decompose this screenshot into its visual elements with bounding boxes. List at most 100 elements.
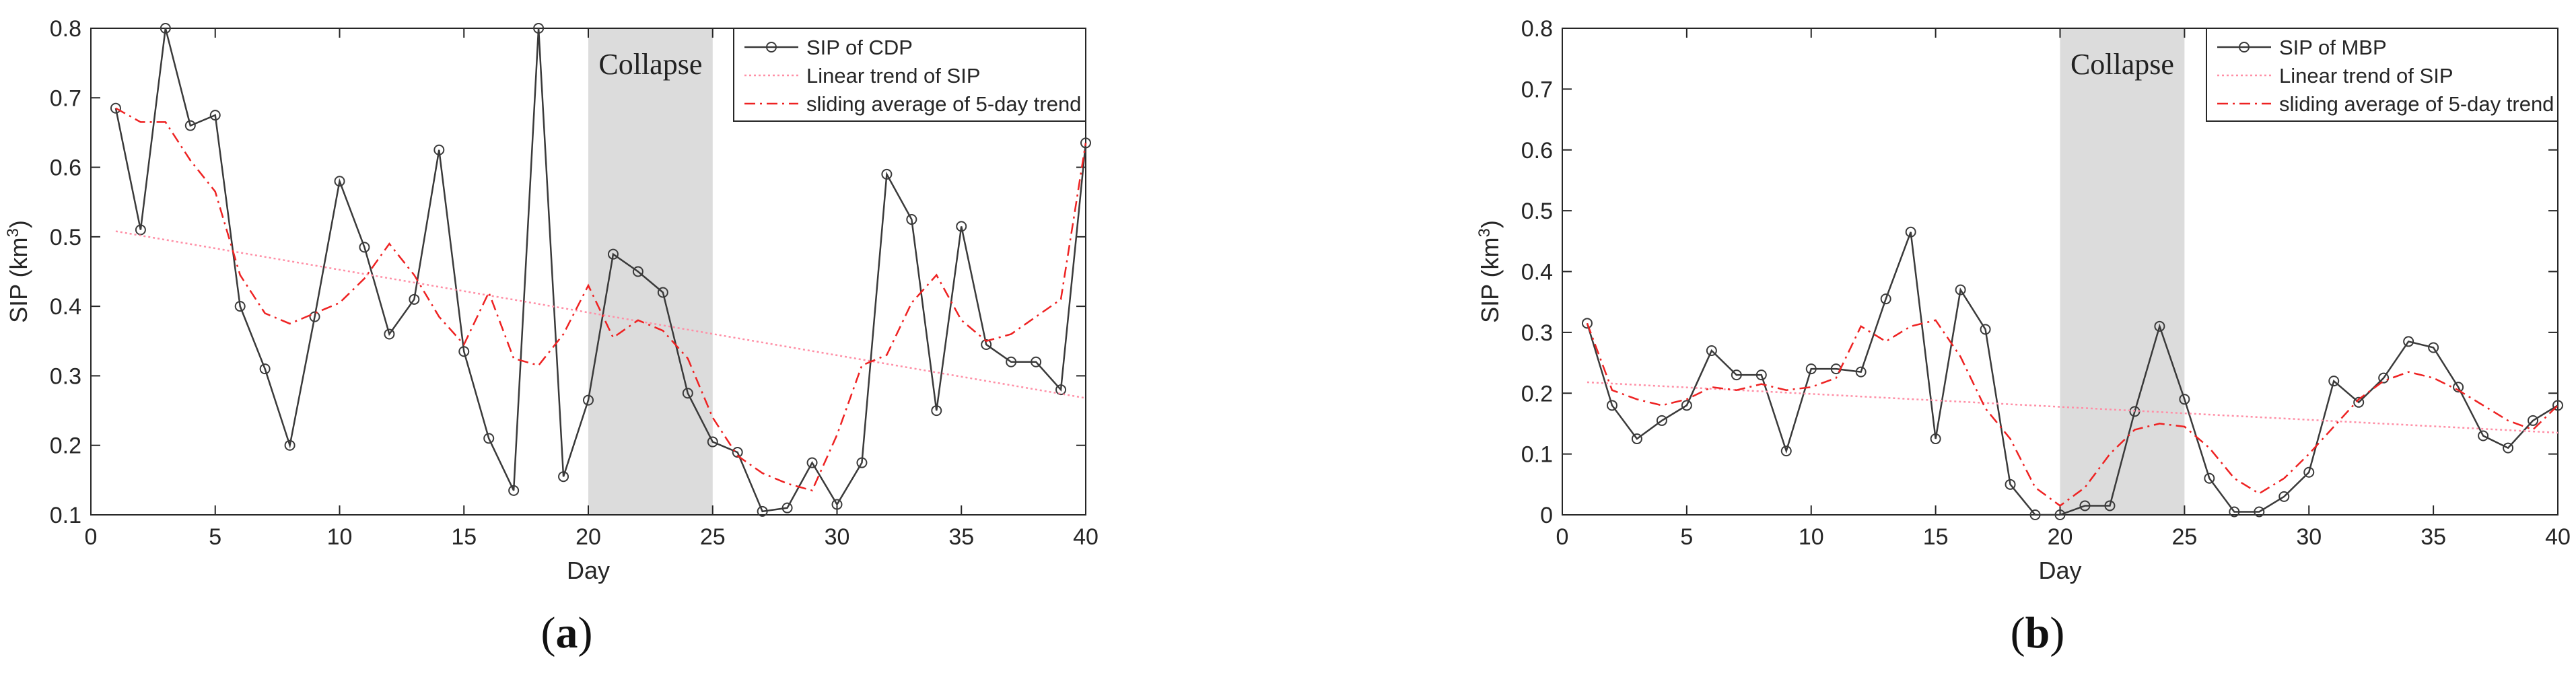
y-tick-label: 0.8 xyxy=(1521,16,1553,42)
y-axis-label-main: SIP (km xyxy=(1476,238,1504,323)
x-tick-label: 10 xyxy=(1799,524,1824,550)
legend-entry: Linear trend of SIP xyxy=(806,64,981,87)
sip-data-point xyxy=(2079,500,2091,511)
y-tick-label: 0.6 xyxy=(1521,138,1553,164)
panel-caption-letter: a xyxy=(556,608,578,658)
collapse-label: Collapse xyxy=(2070,48,2174,81)
sip-data-point xyxy=(607,248,619,260)
collapse-label: Collapse xyxy=(598,48,702,81)
sip-data-point xyxy=(1955,284,1966,295)
y-tick-label: 0.5 xyxy=(1521,199,1553,224)
y-axis-label-sup: 3 xyxy=(4,228,22,237)
x-tick-label: 5 xyxy=(209,524,221,550)
sip-data-point xyxy=(1055,384,1067,396)
sip-data-point xyxy=(259,363,271,375)
x-tick-label: 30 xyxy=(2296,524,2322,550)
sip-data-point xyxy=(2478,430,2489,441)
sip-data-point xyxy=(1581,318,1593,329)
sip-data-point xyxy=(533,23,545,34)
sip-data-point xyxy=(1905,226,1916,238)
sip-data-point xyxy=(906,214,917,225)
sip-data-point xyxy=(1080,137,1091,149)
sip-data-point xyxy=(931,405,942,417)
y-tick-label: 0.3 xyxy=(50,363,81,389)
panel-caption-open: ( xyxy=(2011,608,2025,658)
sip-data-point xyxy=(1031,356,1042,367)
sip-series-line xyxy=(114,28,1087,513)
y-tick-label: 0.4 xyxy=(50,294,81,320)
sip-data-point xyxy=(1805,363,1817,375)
sip-data-point xyxy=(1780,446,1792,457)
x-tick-label: 5 xyxy=(1680,524,1693,550)
sip-data-point xyxy=(2229,506,2240,518)
x-tick-label: 10 xyxy=(327,524,353,550)
sip-data-point xyxy=(409,293,420,305)
sip-data-point xyxy=(806,457,818,468)
y-tick-label: 0.6 xyxy=(50,155,81,181)
sip-data-point xyxy=(1855,366,1867,378)
x-tick-label: 0 xyxy=(85,524,98,550)
sip-data-point xyxy=(2528,415,2539,426)
y-tick-label: 0.2 xyxy=(1521,381,1553,406)
x-axis-label: Day xyxy=(567,557,610,584)
sip-data-point xyxy=(334,176,345,187)
sip-data-point xyxy=(831,499,843,510)
x-tick-label: 35 xyxy=(948,524,974,550)
sip-data-point xyxy=(433,144,445,155)
y-axis-label-main: SIP (km xyxy=(5,238,32,323)
sip-data-point xyxy=(309,311,320,322)
sip-data-point xyxy=(2278,491,2290,502)
panel-caption-close: ) xyxy=(2050,608,2064,658)
sip-data-point xyxy=(483,433,495,444)
sip-data-point xyxy=(2503,442,2514,454)
collapse-region xyxy=(2060,28,2185,515)
x-axis-label: Day xyxy=(2038,557,2081,584)
sip-data-point xyxy=(209,110,221,121)
sip-data-point xyxy=(2378,372,2390,384)
x-tick-label: 40 xyxy=(2545,524,2571,550)
legend-entry: SIP of MBP xyxy=(2279,36,2387,59)
y-axis-label-end: ) xyxy=(1476,220,1504,228)
sip-data-point xyxy=(234,301,246,312)
panel-caption: (a) xyxy=(541,608,593,658)
x-tick-label: 25 xyxy=(2171,524,2197,550)
sip-data-point xyxy=(110,102,121,114)
legend-entry: Linear trend of SIP xyxy=(2279,64,2453,87)
legend-entry: sliding average of 5-day trend xyxy=(806,92,1081,116)
sip-data-point xyxy=(956,221,967,232)
sip-data-point xyxy=(2005,479,2016,490)
sip-series-line xyxy=(1586,232,2558,516)
x-tick-label: 30 xyxy=(825,524,850,550)
sip-data-point xyxy=(682,388,693,399)
sip-data-point xyxy=(1006,356,1017,367)
y-tick-label: 0.5 xyxy=(50,225,81,250)
sliding-average-line xyxy=(1586,319,2558,507)
x-tick-label: 25 xyxy=(700,524,726,550)
sip-data-point xyxy=(1631,433,1642,445)
sip-data-point xyxy=(284,439,295,451)
x-tick-label: 0 xyxy=(1556,524,1569,550)
sip-data-point xyxy=(1606,400,1617,411)
panel-caption-close: ) xyxy=(578,608,593,658)
y-tick-label: 0.1 xyxy=(1521,442,1553,468)
sip-data-point xyxy=(757,505,768,517)
y-axis-label: SIP (km3) xyxy=(4,220,33,323)
sip-data-point xyxy=(2179,394,2190,405)
sip-data-point xyxy=(2029,509,2041,520)
sip-data-point xyxy=(458,346,470,357)
y-tick-label: 0.2 xyxy=(50,433,81,459)
y-tick-label: 0 xyxy=(1540,503,1553,528)
sip-data-point xyxy=(1930,433,1941,445)
sip-data-point xyxy=(632,266,643,277)
panel-a: Collapse 0 5 10 15 20 25 30 35 40 0.1 0.2 0.3 0.4 0.5 0… xyxy=(4,16,1099,658)
sip-data-point xyxy=(1755,369,1767,381)
x-tick-label: 20 xyxy=(576,524,601,550)
sip-data-point xyxy=(160,23,171,34)
sip-data-point xyxy=(2552,400,2563,411)
panel-b: Collapse 0 5 10 15 20 25 30 35 40 0 0.1 0.2 0.3 0.4 0.5… xyxy=(1475,16,2571,658)
sip-data-point xyxy=(2204,472,2215,484)
x-tick-label: 15 xyxy=(1923,524,1949,550)
sip-data-point xyxy=(2353,396,2365,408)
sip-data-point xyxy=(732,447,743,458)
